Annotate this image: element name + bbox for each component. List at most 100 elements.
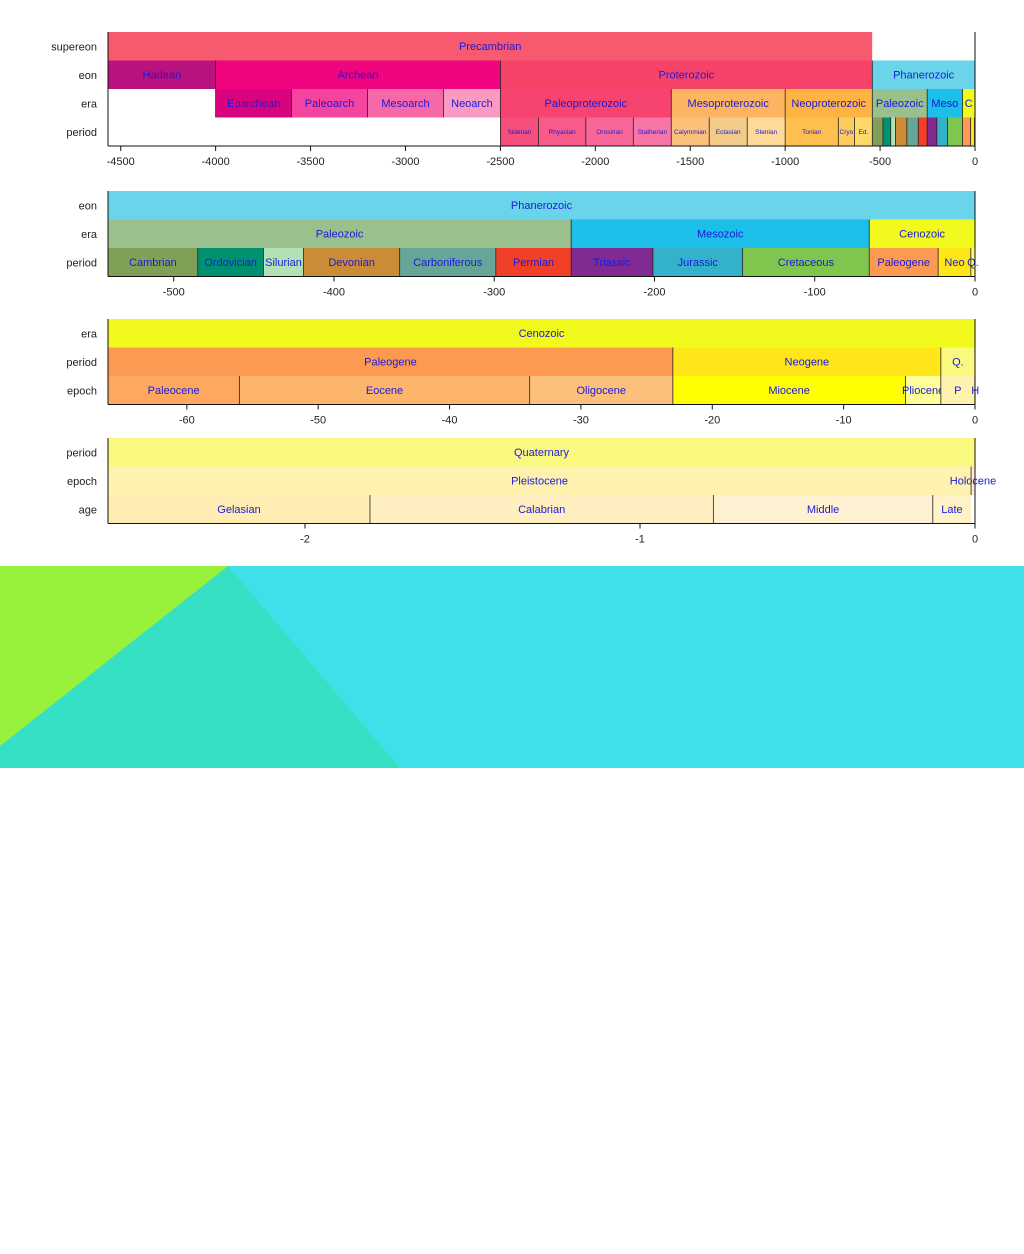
- interval-label: Pleistocene: [511, 476, 568, 488]
- interval-bar: [927, 117, 937, 146]
- interval-label: Cryo: [840, 129, 854, 136]
- interval-label: Statherian: [637, 129, 667, 136]
- interval-bar: [108, 248, 198, 277]
- x-tick-label: -1000: [771, 156, 799, 168]
- x-tick-label: -3500: [296, 156, 324, 168]
- green-triangle: [0, 566, 228, 746]
- interval-label: Cenozoic: [899, 229, 945, 241]
- interval-bar: [399, 248, 496, 277]
- interval-label: Paleocene: [148, 385, 200, 397]
- interval-bar: [854, 117, 873, 146]
- row-label: era: [81, 98, 98, 110]
- interval-bar: [633, 117, 672, 146]
- interval-bar: [906, 117, 919, 146]
- timeline-panel-2: eon Phanerozoic era Paleozoic Mesozoic Cenozo…: [66, 191, 979, 299]
- interval-label: Paleogene: [877, 257, 930, 269]
- interval-bar: [672, 347, 941, 376]
- interval-label: Paleoarch: [305, 98, 355, 110]
- x-tick-label: -10: [836, 415, 852, 427]
- timescale-svg: supereon Precambrian eon Hadean Archean Prote…: [51, 32, 996, 546]
- interval-bar: [500, 117, 539, 146]
- interval-bar: [263, 248, 304, 277]
- x-tick-label: -2000: [581, 156, 609, 168]
- interval-label: Meso: [931, 98, 958, 110]
- interval-label: Proterozoic: [659, 70, 715, 82]
- interval-label: Phanerozoic: [511, 200, 573, 212]
- x-tick-label: 0: [972, 534, 978, 546]
- interval-label: Late: [941, 504, 962, 516]
- interval-bar: [495, 248, 572, 277]
- x-tick-label: -500: [869, 156, 891, 168]
- interval-bar: [905, 376, 941, 405]
- interval-label: Mesoarch: [381, 98, 429, 110]
- interval-bar: [303, 248, 400, 277]
- interval-label: Mesoproterozoic: [688, 98, 770, 110]
- timeline-panel-3: era Cenozoic period Paleogene Neogene Q. epoch…: [66, 319, 979, 427]
- interval-bar: [869, 248, 939, 277]
- interval-label: Q.: [967, 257, 979, 269]
- interval-bar: [713, 495, 933, 524]
- interval-bar: [940, 376, 975, 405]
- interval-bar: [108, 347, 673, 376]
- interval-label: Neoproterozoic: [791, 98, 866, 110]
- interval-bar: [215, 89, 292, 118]
- interval-label: Ed.: [858, 129, 868, 136]
- row-label: epoch: [67, 476, 97, 488]
- interval-bar: [970, 117, 975, 146]
- interval-bar: [108, 376, 240, 405]
- x-tick-label: -500: [163, 287, 185, 299]
- interval-bar: [927, 89, 963, 118]
- interval-bar: [108, 32, 873, 61]
- slide-title: GEOLOGICAL TIME SCALE: [461, 1179, 669, 1253]
- x-tick-label: -1500: [676, 156, 704, 168]
- interval-bar: [571, 219, 870, 248]
- interval-label: Neoarch: [451, 98, 493, 110]
- interval-bar: [652, 248, 743, 277]
- interval-bar: [932, 495, 972, 524]
- x-tick-label: -4500: [107, 156, 135, 168]
- row-label: age: [79, 504, 97, 516]
- interval-label: P: [954, 385, 961, 397]
- interval-label: Triassic: [593, 257, 631, 269]
- row-label: era: [81, 229, 98, 241]
- row-label: era: [81, 328, 98, 340]
- interval-label: Precambrian: [459, 41, 521, 53]
- interval-label: Neo: [944, 257, 964, 269]
- interval-label: Archean: [338, 70, 379, 82]
- interval-bar: [872, 89, 928, 118]
- interval-bar: [108, 89, 216, 118]
- interval-bar: [785, 89, 873, 118]
- interval-label: Q.: [952, 357, 964, 369]
- interval-bar: [869, 219, 975, 248]
- interval-label: Calabrian: [518, 504, 565, 516]
- interval-bar: [895, 117, 907, 146]
- interval-bar: [970, 248, 975, 277]
- x-tick-label: -2: [300, 534, 310, 546]
- interval-bar: [918, 117, 928, 146]
- interval-bar: [500, 89, 672, 118]
- interval-bar: [962, 89, 975, 118]
- interval-label: Eoarchean: [227, 98, 280, 110]
- interval-bar: [890, 117, 896, 146]
- interval-bar: [108, 319, 975, 348]
- x-tick-label: -40: [442, 415, 458, 427]
- x-tick-label: -30: [573, 415, 589, 427]
- interval-label: Permian: [513, 257, 554, 269]
- row-label: period: [66, 357, 97, 369]
- timeline-panel-1: supereon Precambrian eon Hadean Archean Prote…: [51, 32, 978, 168]
- interval-label: Quaternary: [514, 447, 570, 459]
- interval-bar: [838, 117, 855, 146]
- interval-label: Middle: [807, 504, 839, 516]
- interval-bar: [785, 117, 839, 146]
- geologic-timescale-chart: supereon Precambrian eon Hadean Archean Prote…: [0, 0, 1024, 566]
- interval-label: Eocene: [366, 385, 403, 397]
- interval-label: Ordovician: [204, 257, 257, 269]
- interval-label: Phanerozoic: [893, 70, 955, 82]
- interval-label: Cambrian: [129, 257, 177, 269]
- x-tick-label: 0: [972, 287, 978, 299]
- interval-bar: [742, 248, 870, 277]
- interval-bar: [291, 89, 368, 118]
- x-tick-label: -50: [310, 415, 326, 427]
- x-tick-label: -400: [323, 287, 345, 299]
- interval-label: Paleogene: [364, 357, 417, 369]
